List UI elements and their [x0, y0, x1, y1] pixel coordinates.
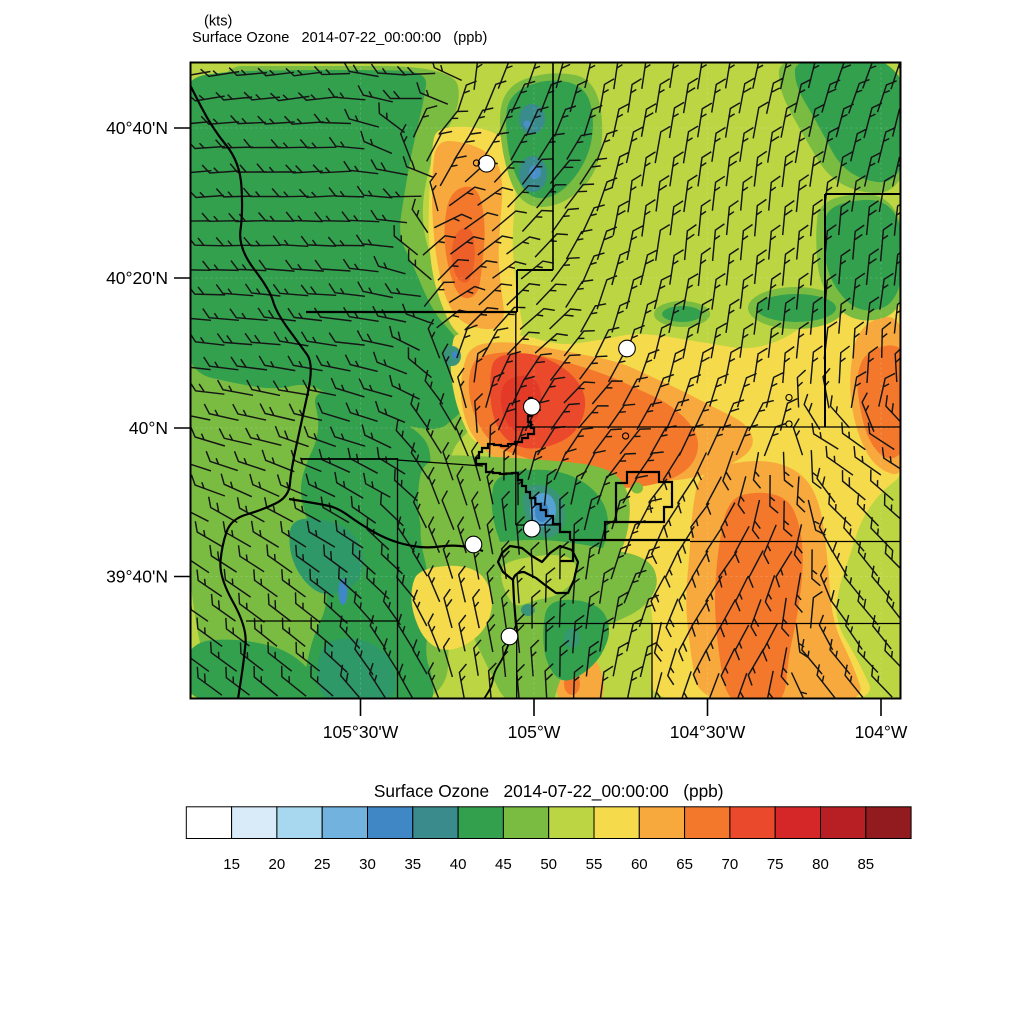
svg-text:75: 75	[767, 856, 784, 873]
svg-text:85: 85	[857, 856, 874, 873]
svg-text:30: 30	[359, 856, 376, 873]
svg-text:60: 60	[631, 856, 648, 873]
svg-text:104°30'W: 104°30'W	[670, 722, 746, 742]
svg-text:45: 45	[495, 856, 512, 873]
svg-text:Surface Ozone 2014-07-22_00:: Surface Ozone 2014-07-22_00:00:00 (ppb)	[374, 781, 724, 801]
svg-text:15: 15	[223, 856, 240, 873]
svg-text:70: 70	[722, 856, 739, 873]
svg-text:55: 55	[586, 856, 603, 873]
svg-text:105°30'W: 105°30'W	[323, 722, 399, 742]
svg-text:40°20'N: 40°20'N	[106, 268, 168, 288]
svg-text:50: 50	[540, 856, 557, 873]
svg-text:104°W: 104°W	[855, 722, 908, 742]
svg-text:20: 20	[269, 856, 286, 873]
svg-text:40°N: 40°N	[129, 418, 168, 438]
svg-text:25: 25	[314, 856, 331, 873]
svg-text:40: 40	[450, 856, 467, 873]
svg-text:65: 65	[676, 856, 693, 873]
svg-text:105°W: 105°W	[508, 722, 561, 742]
svg-text:(kts): (kts)	[204, 14, 232, 30]
svg-text:Surface Ozone 2014-07-22_00:: Surface Ozone 2014-07-22_00:00:00 (ppb)	[192, 30, 487, 46]
svg-text:39°40'N: 39°40'N	[106, 567, 168, 587]
svg-text:40°40'N: 40°40'N	[106, 118, 168, 138]
svg-text:80: 80	[812, 856, 829, 873]
svg-text:35: 35	[404, 856, 421, 873]
